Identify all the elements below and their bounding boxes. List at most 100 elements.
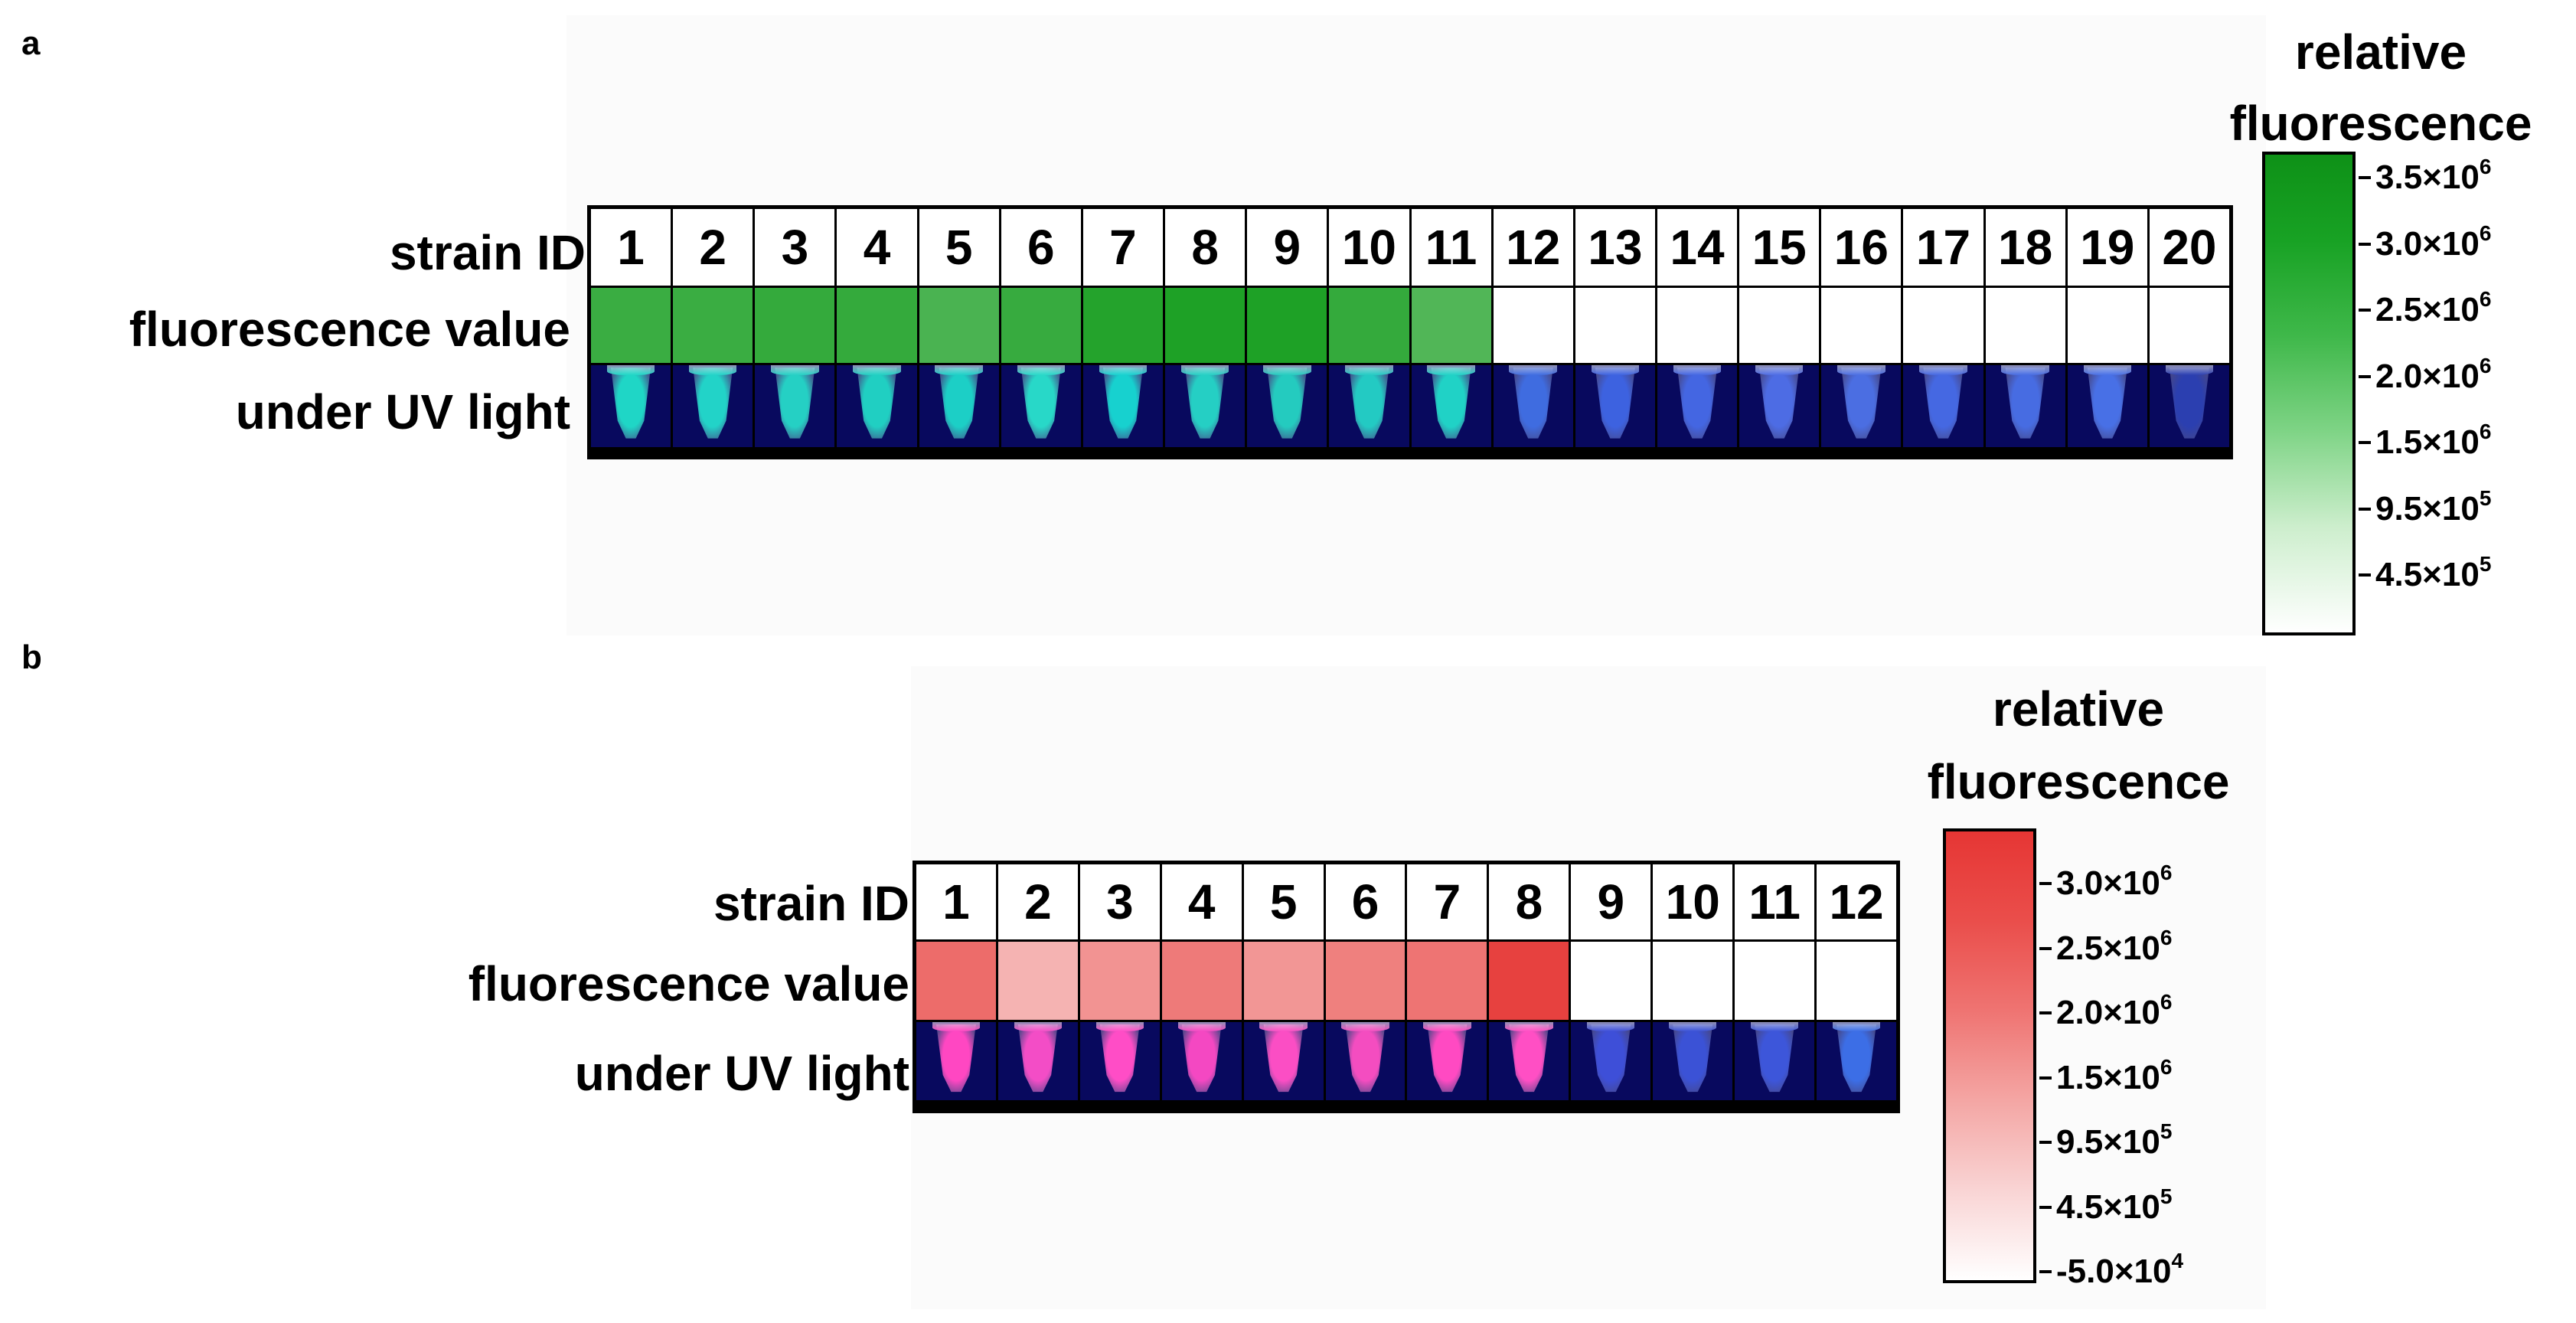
tube-shape xyxy=(1677,368,1717,439)
fluorescence-heat-cell xyxy=(2149,288,2229,363)
colorbar-tick-label: 1.5×106 xyxy=(2375,421,2491,459)
tube-shape xyxy=(1673,1024,1713,1093)
uv-tube-photo xyxy=(1001,365,1081,447)
uv-tube-photo xyxy=(1082,365,1164,447)
uv-tube-photo xyxy=(916,1022,996,1100)
fluorescence-heat-cell xyxy=(1985,288,2065,363)
tube-cap xyxy=(1587,1022,1635,1032)
strain-id-cell: 19 xyxy=(2067,209,2147,286)
tube-cap xyxy=(2165,365,2214,375)
fluorescence-heat-cell xyxy=(916,942,996,1020)
fluorescence-heat-cell xyxy=(919,288,999,363)
strain-id-cell: 3 xyxy=(755,209,835,286)
tube-shape xyxy=(1017,1024,1058,1093)
colorbar-a-title-line2: fluorescence xyxy=(2229,96,2532,151)
tube-shape xyxy=(939,368,979,439)
tube-shape xyxy=(1102,368,1143,439)
fluorescence-heat-cell xyxy=(1493,288,1573,363)
colorbar-b-title-line2: fluorescence xyxy=(1927,754,2230,809)
colorbar-tick xyxy=(2039,946,2052,950)
colorbar-tick xyxy=(2359,242,2371,246)
tube-shape xyxy=(1509,1024,1549,1093)
uv-tube-photo xyxy=(1489,1022,1569,1100)
tube-cap xyxy=(1095,1022,1144,1032)
colorbar-tick xyxy=(2359,507,2371,511)
strain-id-cell: 10 xyxy=(1329,209,1409,286)
uv-tube-photo xyxy=(673,365,753,447)
tube-shape xyxy=(1759,368,1800,439)
colorbar-b xyxy=(1943,828,2036,1283)
uv-tube-photo xyxy=(1821,365,1902,447)
colorbar-tick-label: 3.5×106 xyxy=(2375,156,2491,194)
colorbar-tick-label: 2.5×106 xyxy=(2375,289,2491,327)
colorbar-tick xyxy=(2359,309,2371,312)
uv-tube-photo xyxy=(2067,365,2147,447)
tube-cap xyxy=(935,365,983,375)
uv-tube-photo xyxy=(997,1022,1078,1100)
tube-cap xyxy=(1099,365,1148,375)
strain-id-cell: 11 xyxy=(1411,209,1491,286)
uv-tube-photo xyxy=(1325,1022,1406,1100)
strain-id-cell: 12 xyxy=(1817,864,1896,939)
colorbar-tick xyxy=(2359,441,2371,444)
tube-cap xyxy=(1014,1022,1063,1032)
tube-cap xyxy=(1345,365,1393,375)
tube-shape xyxy=(693,368,733,439)
tube-shape xyxy=(1181,1024,1222,1093)
uv-tube-photo xyxy=(1411,365,1491,447)
uv-tube-photo xyxy=(1985,365,2065,447)
tick-exponent: 5 xyxy=(2160,1119,2173,1143)
fluorescence-heat-cell xyxy=(755,288,835,363)
fluorescence-heat-cell xyxy=(1161,942,1242,1020)
uv-tube-photo xyxy=(837,365,917,447)
fluorescence-heat-cell xyxy=(997,942,1078,1020)
tube-cap xyxy=(1919,365,1967,375)
fluorescence-value-label: fluorescence value xyxy=(129,302,570,357)
fluorescence-heat-cell xyxy=(1325,942,1406,1020)
colorbar-tick-label: -5.0×104 xyxy=(2056,1250,2183,1290)
strain-id-cell: 16 xyxy=(1821,209,1902,286)
uv-tube-photo xyxy=(1575,365,1655,447)
strain-id-cell: 12 xyxy=(1493,209,1573,286)
uv-tube-photo xyxy=(591,365,671,447)
tick-mantissa: 9.5×10 xyxy=(2375,489,2480,528)
tube-cap xyxy=(1341,1022,1389,1032)
tube-cap xyxy=(853,365,901,375)
tube-shape xyxy=(1349,368,1389,439)
tube-cap xyxy=(1423,1022,1471,1032)
strain-id-cell: 14 xyxy=(1657,209,1738,286)
tick-mantissa: 2.0×10 xyxy=(2056,994,2160,1031)
tick-exponent: 6 xyxy=(2160,990,2173,1014)
tube-shape xyxy=(1263,1024,1304,1093)
uv-tube-photo xyxy=(2149,365,2229,447)
tick-mantissa: 3.0×10 xyxy=(2056,864,2160,902)
tick-mantissa: -5.0×10 xyxy=(2056,1253,2172,1290)
tube-cap xyxy=(1509,365,1557,375)
uv-tube-photo xyxy=(755,365,835,447)
tube-cap xyxy=(932,1022,981,1032)
strain-id-cell: 6 xyxy=(1001,209,1081,286)
tube-shape xyxy=(775,368,815,439)
strain-id-cell: 10 xyxy=(1653,864,1733,939)
fluorescence-heat-cell xyxy=(1903,288,1983,363)
fluorescence-heat-cell xyxy=(1329,288,1409,363)
strain-id-label: strain ID xyxy=(389,225,586,280)
tick-exponent: 6 xyxy=(2479,353,2492,377)
colorbar-tick-label: 1.5×106 xyxy=(2056,1056,2172,1095)
tube-cap xyxy=(606,365,655,375)
uv-tube-photo xyxy=(1165,365,1246,447)
tube-shape xyxy=(1431,368,1471,439)
colorbar-tick-label: 4.5×105 xyxy=(2375,554,2491,592)
tube-shape xyxy=(1923,368,1964,439)
strain-id-cell: 4 xyxy=(1161,864,1242,939)
strain-id-cell: 20 xyxy=(2149,209,2229,286)
colorbar-b-title-line1: relative xyxy=(1992,681,2165,737)
tick-exponent: 6 xyxy=(2479,287,2492,311)
strain-id-cell: 6 xyxy=(1325,864,1406,939)
tube-cap xyxy=(1673,365,1722,375)
tube-cap xyxy=(1750,1022,1799,1032)
fluorescence-heat-cell xyxy=(1247,288,1327,363)
tube-shape xyxy=(1185,368,1226,439)
fluorescence-heat-cell xyxy=(1407,942,1487,1020)
uv-tube-photo xyxy=(1735,1022,1815,1100)
